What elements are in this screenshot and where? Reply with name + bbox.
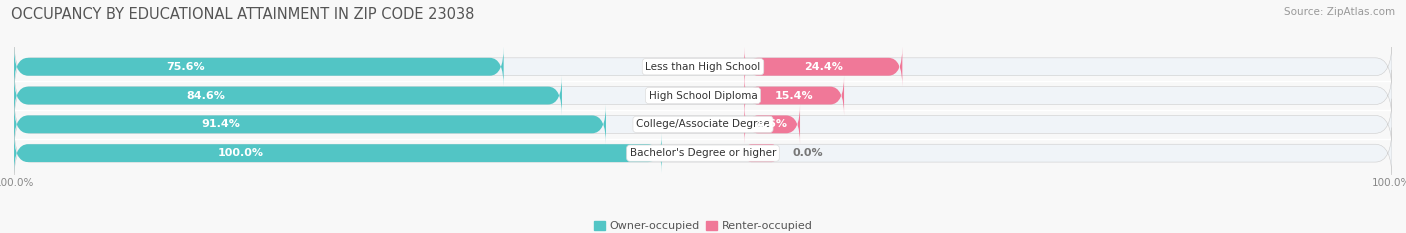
Text: 15.4%: 15.4% [775, 91, 814, 101]
FancyBboxPatch shape [14, 127, 1392, 179]
Text: 24.4%: 24.4% [804, 62, 842, 72]
FancyBboxPatch shape [744, 47, 903, 87]
Text: 84.6%: 84.6% [187, 91, 225, 101]
Text: 100.0%: 100.0% [218, 148, 264, 158]
Text: Bachelor's Degree or higher: Bachelor's Degree or higher [630, 148, 776, 158]
Text: Source: ZipAtlas.com: Source: ZipAtlas.com [1284, 7, 1395, 17]
Text: 0.0%: 0.0% [793, 148, 823, 158]
Text: High School Diploma: High School Diploma [648, 91, 758, 101]
Text: 75.6%: 75.6% [166, 62, 205, 72]
FancyBboxPatch shape [744, 104, 800, 144]
FancyBboxPatch shape [14, 99, 1392, 150]
FancyBboxPatch shape [744, 76, 844, 115]
FancyBboxPatch shape [14, 70, 1392, 121]
FancyBboxPatch shape [14, 76, 562, 115]
FancyBboxPatch shape [14, 41, 1392, 93]
FancyBboxPatch shape [14, 104, 606, 144]
FancyBboxPatch shape [14, 47, 503, 87]
Text: OCCUPANCY BY EDUCATIONAL ATTAINMENT IN ZIP CODE 23038: OCCUPANCY BY EDUCATIONAL ATTAINMENT IN Z… [11, 7, 475, 22]
FancyBboxPatch shape [744, 144, 779, 162]
Legend: Owner-occupied, Renter-occupied: Owner-occupied, Renter-occupied [589, 217, 817, 233]
Text: College/Associate Degree: College/Associate Degree [636, 119, 770, 129]
Text: Less than High School: Less than High School [645, 62, 761, 72]
Text: 8.6%: 8.6% [756, 119, 787, 129]
FancyBboxPatch shape [14, 133, 662, 173]
Text: 91.4%: 91.4% [202, 119, 240, 129]
